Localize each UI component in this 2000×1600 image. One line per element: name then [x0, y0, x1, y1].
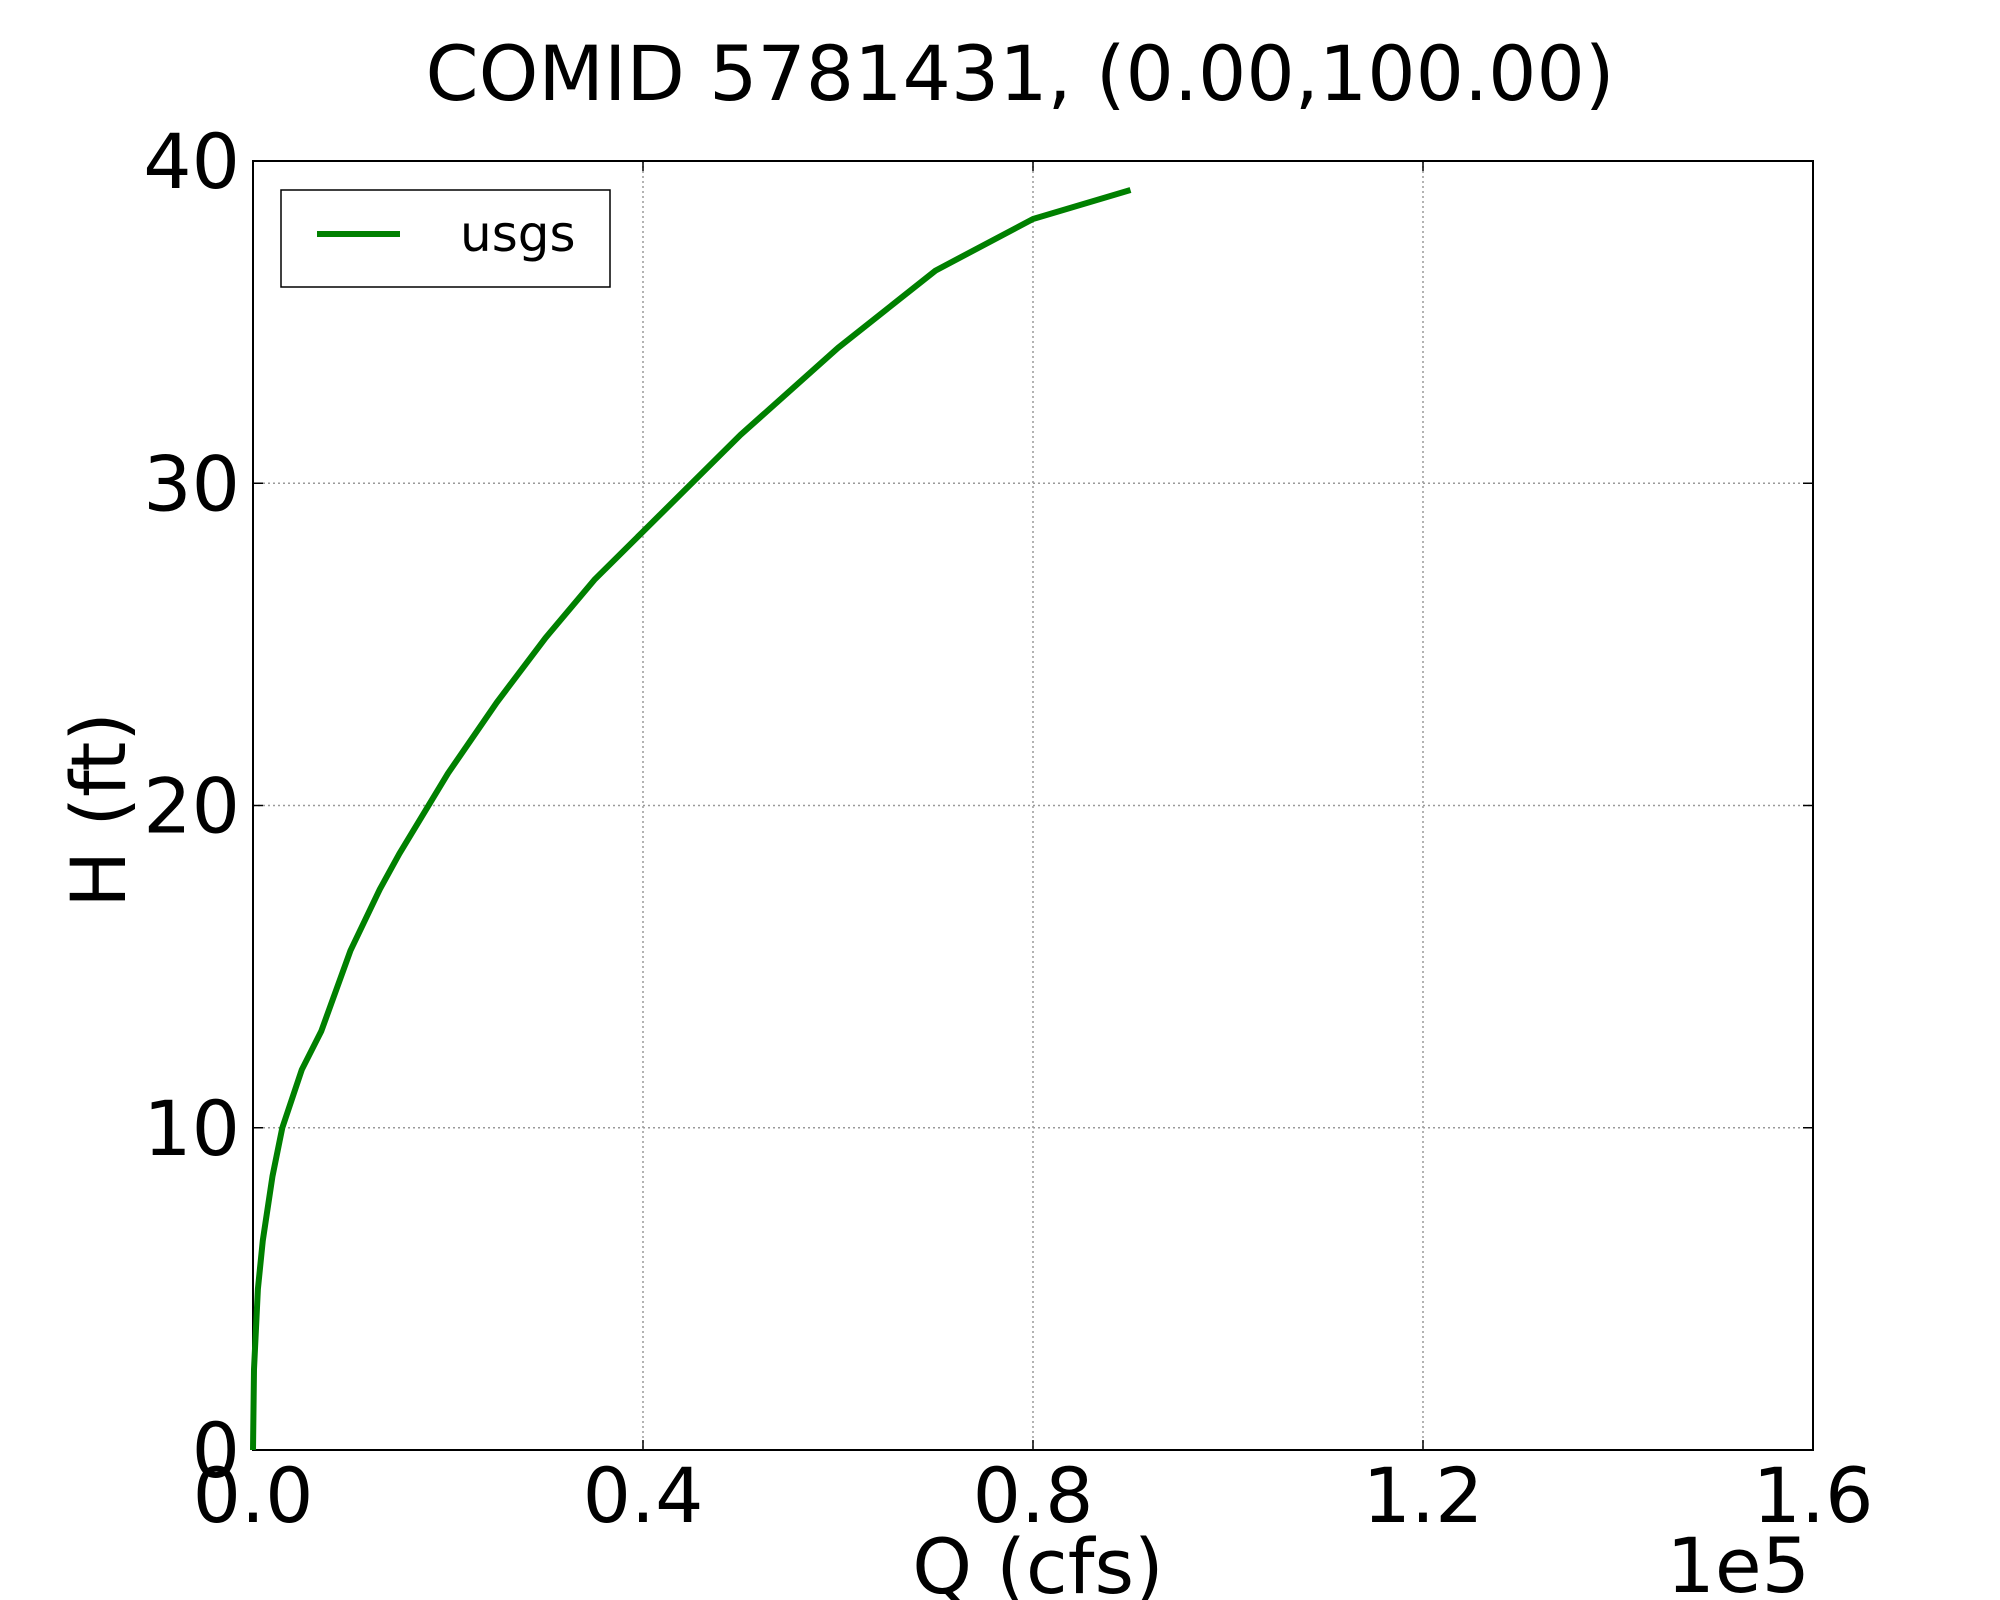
y-tick-label: 10	[143, 1084, 240, 1173]
grid-layer	[253, 161, 1813, 1450]
x-tick-label: 0.0	[193, 1451, 314, 1540]
y-axis-label: H (ft)	[54, 712, 143, 908]
legend-box	[280, 189, 611, 288]
y-tick-labels: 0 10 20 30 40	[143, 117, 240, 1495]
x-tick-label: 1.2	[1363, 1451, 1484, 1540]
y-tick-label: 40	[143, 117, 240, 206]
x-tick-label: 1.6	[1753, 1451, 1874, 1540]
y-tick-label: 30	[143, 439, 240, 528]
x-tick-label: 0.8	[973, 1451, 1094, 1540]
y-tick-label: 20	[143, 762, 240, 851]
x-tick-label: 0.4	[583, 1451, 704, 1540]
x-axis-multiplier: 1e5	[1667, 1521, 1810, 1600]
series-line-usgs	[250, 187, 1132, 1451]
chart-title: COMID 5781431, (0.00,100.00)	[426, 29, 1615, 118]
x-axis-label: Q (cfs)	[912, 1522, 1163, 1600]
legend-label-usgs: usgs	[460, 205, 576, 263]
y-tick-label: 0	[192, 1406, 240, 1495]
legend: usgs	[280, 189, 611, 288]
x-tick-labels: 0.0 0.4 0.8 1.2 1.6	[193, 1451, 1874, 1540]
